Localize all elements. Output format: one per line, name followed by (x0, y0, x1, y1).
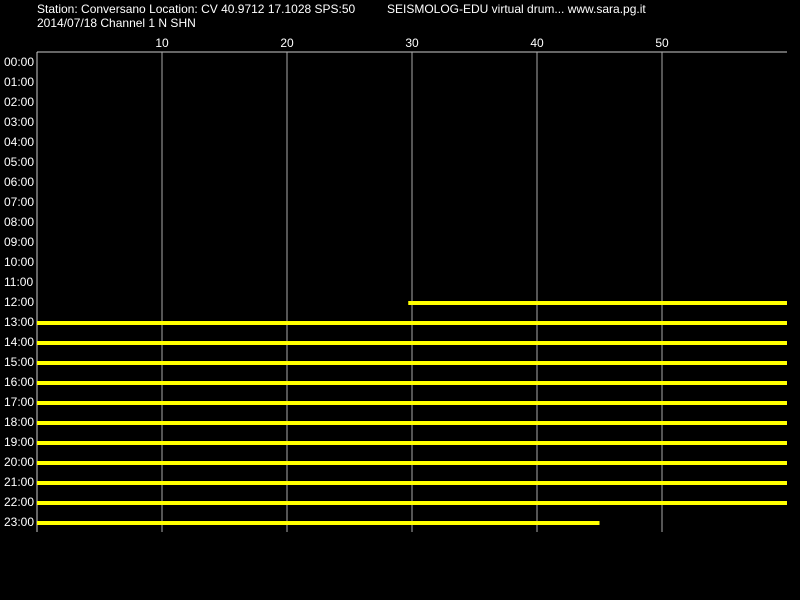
y-tick-label: 14:00 (4, 335, 34, 349)
y-tick-label: 20:00 (4, 455, 34, 469)
y-tick-label: 03:00 (4, 115, 34, 129)
trace (37, 321, 787, 325)
y-tick-label: 01:00 (4, 75, 34, 89)
y-tick-label: 09:00 (4, 235, 34, 249)
y-tick-label: 10:00 (4, 255, 34, 269)
trace (37, 441, 787, 445)
y-tick-label: 06:00 (4, 175, 34, 189)
y-tick-label: 12:00 (4, 295, 34, 309)
y-tick-label: 21:00 (4, 475, 34, 489)
x-tick-label: 10 (155, 36, 169, 50)
y-tick-label: 07:00 (4, 195, 34, 209)
y-tick-label: 04:00 (4, 135, 34, 149)
x-tick-label: 40 (530, 36, 544, 50)
x-tick-label: 30 (405, 36, 419, 50)
y-tick-label: 02:00 (4, 95, 34, 109)
y-tick-label: 23:00 (4, 515, 34, 529)
trace (408, 301, 787, 305)
y-tick-label: 11:00 (4, 275, 33, 289)
x-tick-label: 50 (655, 36, 669, 50)
trace (37, 481, 787, 485)
y-tick-label: 19:00 (4, 435, 34, 449)
y-tick-label: 18:00 (4, 415, 34, 429)
y-tick-label: 00:00 (4, 55, 34, 69)
channel-label: 2014/07/18 Channel 1 N SHN (37, 16, 196, 30)
trace (37, 381, 787, 385)
x-tick-label: 20 (280, 36, 294, 50)
trace (37, 401, 787, 405)
trace (37, 521, 600, 525)
trace (37, 461, 787, 465)
y-tick-label: 13:00 (4, 315, 34, 329)
trace (37, 501, 787, 505)
trace (37, 421, 787, 425)
y-tick-label: 22:00 (4, 495, 34, 509)
trace (37, 341, 787, 345)
chart-subtitle: SEISMOLOG-EDU virtual drum... www.sara.p… (387, 2, 646, 16)
trace (37, 361, 787, 365)
y-tick-label: 16:00 (4, 375, 34, 389)
y-tick-label: 17:00 (4, 395, 34, 409)
y-tick-label: 08:00 (4, 215, 34, 229)
y-tick-label: 05:00 (4, 155, 34, 169)
y-tick-label: 15:00 (4, 355, 34, 369)
chart-title: Station: Conversano Location: CV 40.9712… (37, 2, 356, 16)
